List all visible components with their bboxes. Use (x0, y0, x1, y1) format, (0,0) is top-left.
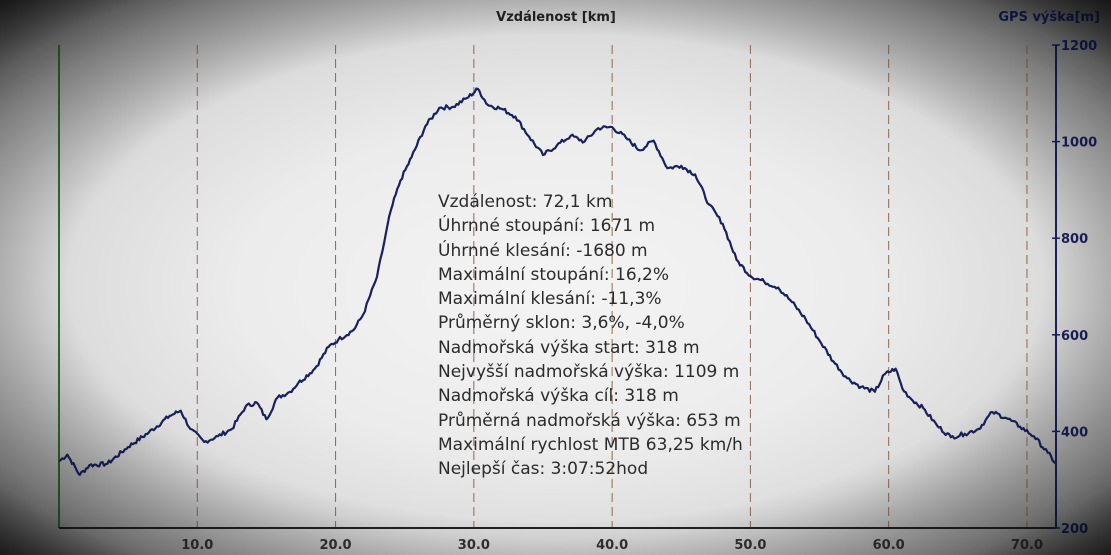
stat-start-elevation: Nadmořská výška start: 318 m (438, 337, 700, 358)
y-tick-label: 400 (1061, 425, 1088, 440)
stat-total-descent: Úhrnné klesání: -1680 m (438, 240, 648, 261)
x-tick-labels: 10.0 20.0 30.0 40.0 50.0 60.0 70.0 (181, 538, 1043, 553)
stat-total-ascent: Úhrnné stoupání: 1671 m (438, 216, 656, 237)
x-tick-label: 60.0 (873, 538, 905, 553)
stat-average-elevation: Průměrná nadmořská výška: 653 m (438, 410, 741, 431)
stat-max-climb: Maximální stoupání: 16,2% (438, 264, 670, 285)
x-tick-label: 30.0 (458, 538, 490, 553)
y-tick-label: 1200 (1061, 39, 1097, 54)
stat-finish-elevation: Nadmořská výška cíl: 318 m (438, 386, 679, 407)
y-axis-title: GPS výška[m] (998, 10, 1100, 25)
x-tick-label: 10.0 (181, 538, 213, 553)
x-axis-title: Vzdálenost [km] (496, 10, 616, 25)
y-tick-label: 800 (1061, 232, 1088, 247)
stat-max-elevation: Nejvyšší nadmořská výška: 1109 m (438, 362, 740, 383)
stat-max-descent: Maximální klesání: -11,3% (438, 289, 662, 310)
y-tick-labels: 1200 1000 800 600 400 200 (1052, 39, 1097, 537)
x-tick-label: 40.0 (596, 538, 628, 553)
x-tick-label: 20.0 (320, 538, 352, 553)
stat-distance: Vzdálenost: 72,1 km (438, 192, 613, 212)
stat-average-grade: Průměrný sklon: 3,6%, -4,0% (438, 313, 685, 334)
y-tick-label: 600 (1061, 329, 1088, 344)
y-tick-label: 200 (1061, 522, 1088, 537)
x-tick-label: 50.0 (734, 538, 766, 553)
y-tick-label: 1000 (1061, 136, 1097, 151)
route-statistics: Vzdálenost: 72,1 km Úhrnné stoupání: 167… (438, 190, 743, 482)
stat-best-time: Nejlepší čas: 3:07:52hod (438, 459, 649, 480)
stat-max-speed: Maximální rychlost MTB 63,25 km/h (438, 434, 743, 455)
x-tick-label: 70.0 (1011, 538, 1043, 553)
